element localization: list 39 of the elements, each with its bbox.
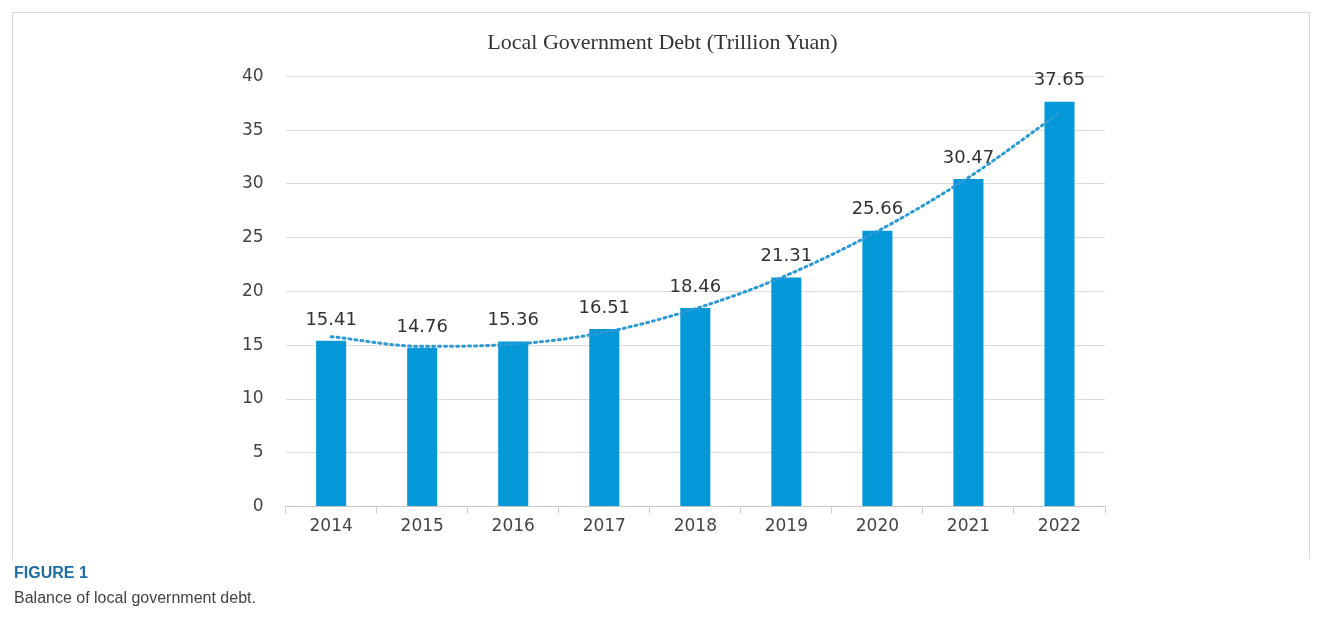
y-tick-label: 10	[241, 387, 264, 408]
text: Balance of local government debt.	[14, 589, 256, 607]
x-tick-label: 2018	[673, 515, 717, 536]
bar	[407, 347, 438, 507]
bar	[680, 308, 711, 507]
data-label: 25.66	[851, 197, 904, 219]
y-tick-label: 5	[252, 441, 264, 462]
data-label: 14.76	[396, 314, 448, 336]
y-tick-label: 25	[241, 226, 264, 247]
y-tick-label: 20	[241, 279, 264, 300]
x-tick-label: 2021	[946, 515, 991, 536]
bar	[1044, 101, 1075, 507]
data-label: 21.31	[760, 244, 813, 266]
x-tick-label: 2016	[491, 515, 535, 536]
x-tick-label: 2017	[582, 515, 626, 536]
y-tick-label: 40	[241, 64, 264, 85]
y-tick-label: 35	[241, 118, 264, 139]
x-tick-label: 2022	[1037, 515, 1082, 536]
bar	[498, 341, 529, 507]
bar	[316, 340, 347, 507]
y-tick-label: 30	[241, 172, 264, 193]
data-label: 18.46	[669, 274, 722, 296]
data-label: 15.41	[305, 307, 357, 329]
bar	[953, 178, 984, 507]
caption: FIGURE 1	[14, 564, 88, 582]
chart-title: Local Government Debt (Trillion Yuan)	[487, 28, 838, 54]
x-tick-label: 2015	[400, 515, 444, 536]
data-label: 30.47	[942, 145, 995, 167]
bar	[862, 230, 893, 507]
data-label: 15.36	[487, 308, 539, 330]
y-tick-label: 0	[252, 495, 264, 516]
data-label: 16.51	[578, 295, 631, 317]
x-tick-label: 2019	[764, 515, 808, 536]
x-tick-label: 2020	[855, 515, 900, 536]
data-label: 37.65	[1033, 68, 1086, 90]
bar	[771, 277, 802, 507]
y-tick-label: 15	[241, 333, 264, 354]
x-tick-label: 2014	[309, 515, 353, 536]
bar	[589, 329, 620, 507]
